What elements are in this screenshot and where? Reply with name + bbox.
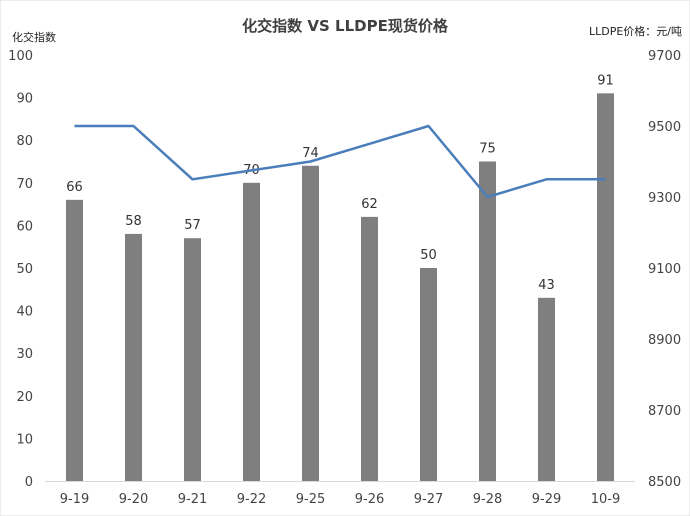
y-right-tick-label: 8900 xyxy=(648,333,681,348)
y-right-tick-label: 9500 xyxy=(648,120,681,135)
x-tick-label: 10-9 xyxy=(591,492,621,507)
bar xyxy=(597,93,614,481)
y-right-tick-label: 8500 xyxy=(648,475,681,490)
y-left-tick-label: 0 xyxy=(25,475,33,490)
x-tick-label: 9-22 xyxy=(237,492,267,507)
y-left-tick-label: 40 xyxy=(16,305,33,320)
y-left-tick-label: 50 xyxy=(16,262,33,277)
x-tick-label: 9-27 xyxy=(414,492,444,507)
bar xyxy=(184,238,201,481)
chart-title: 化交指数 VS LLDPE现货价格 xyxy=(242,17,449,35)
bar xyxy=(302,165,319,481)
y-left-tick-label: 10 xyxy=(16,432,33,447)
y-left-tick-label: 90 xyxy=(16,92,33,107)
bar-data-label: 74 xyxy=(302,146,319,161)
bar-data-label: 58 xyxy=(125,214,142,229)
bar xyxy=(538,297,555,481)
x-tick-label: 9-28 xyxy=(473,492,503,507)
y-left-tick-label: 30 xyxy=(16,347,33,362)
y-right-tick-label: 9100 xyxy=(648,262,681,277)
bar xyxy=(420,268,437,481)
x-tick-label: 9-20 xyxy=(119,492,149,507)
bar-data-label: 91 xyxy=(597,73,614,88)
bar-data-label: 66 xyxy=(66,180,83,195)
plot-area: 0 10 20 30 40 50 60 70 80 90 100 8500 8700 8900 9100 93… xyxy=(8,49,681,507)
x-tick-label: 9-19 xyxy=(60,492,90,507)
x-tick-label: 9-29 xyxy=(532,492,562,507)
bar-data-label: 57 xyxy=(184,218,201,233)
y-right-tick-label: 9700 xyxy=(648,49,681,64)
y-left-tick-label: 80 xyxy=(16,134,33,149)
y-right-tick-label: 8700 xyxy=(648,404,681,419)
x-tick-label: 9-25 xyxy=(296,492,326,507)
x-tick-label: 9-26 xyxy=(355,492,385,507)
bar-data-label: 62 xyxy=(361,197,378,212)
x-tick-label: 9-21 xyxy=(178,492,208,507)
bar-data-label: 43 xyxy=(538,278,555,293)
y-left-tick-label: 70 xyxy=(16,177,33,192)
y-left-axis-label: 化交指数 xyxy=(12,30,56,44)
bar xyxy=(243,182,260,482)
y-left-tick-label: 60 xyxy=(16,219,33,234)
bar xyxy=(361,216,378,481)
bar xyxy=(125,233,142,481)
bar xyxy=(479,161,496,481)
y-left-tick-label: 100 xyxy=(8,49,33,64)
y-left-tick-label: 20 xyxy=(16,390,33,405)
bar-data-label: 50 xyxy=(420,248,437,263)
y-right-axis-label: LLDPE价格：元/吨 xyxy=(589,24,682,38)
price-line xyxy=(74,124,606,199)
bar-data-label: 75 xyxy=(479,142,496,157)
bar xyxy=(66,199,83,481)
y-right-tick-label: 9300 xyxy=(648,191,681,206)
